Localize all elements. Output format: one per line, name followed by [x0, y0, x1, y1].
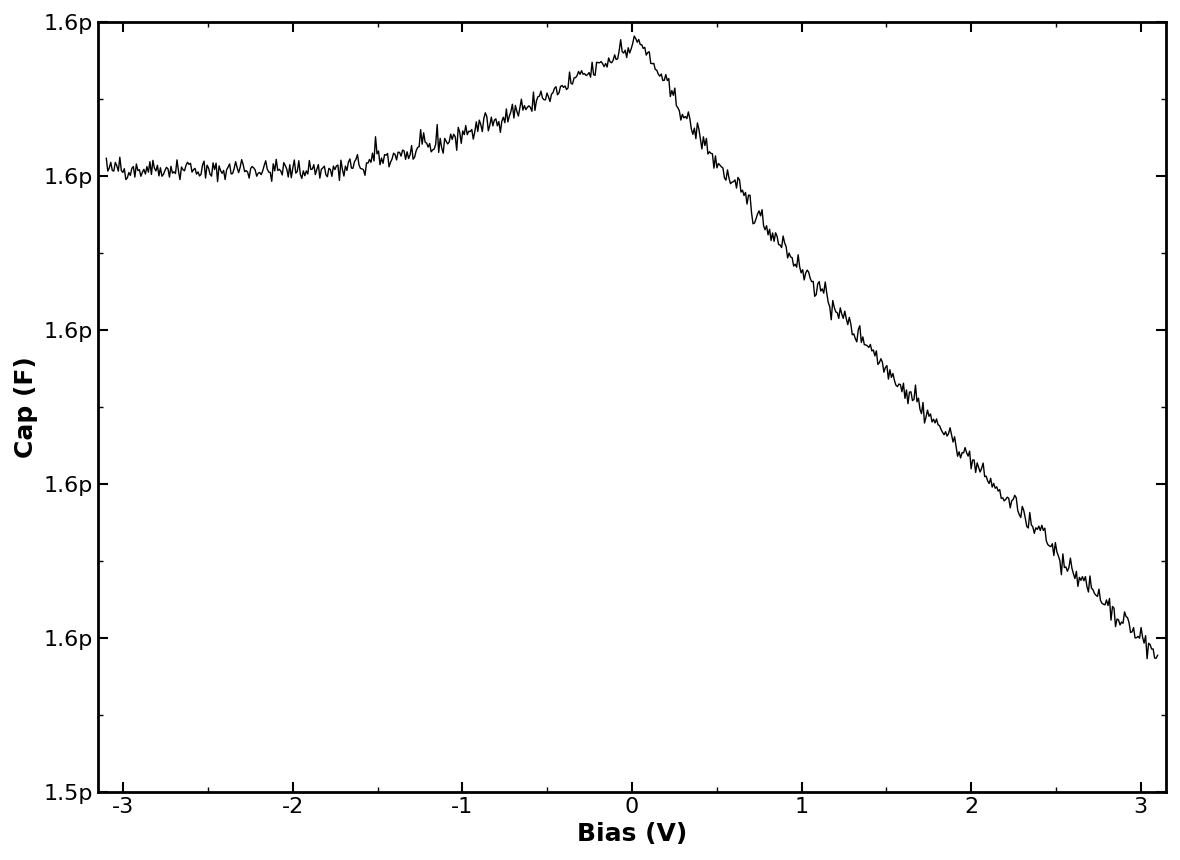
X-axis label: Bias (V): Bias (V) [577, 822, 687, 846]
Y-axis label: Cap (F): Cap (F) [14, 356, 38, 458]
